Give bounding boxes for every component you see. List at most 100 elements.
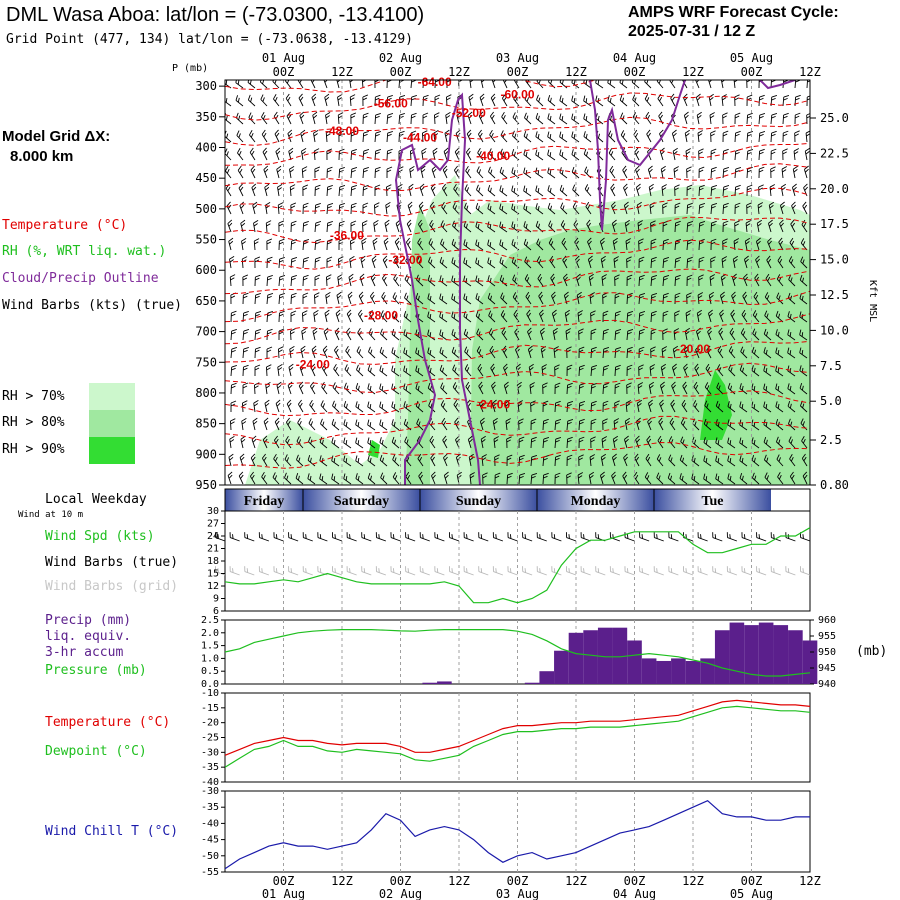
wind-barb-stroke — [307, 473, 316, 485]
wind-barb-stroke — [379, 437, 388, 449]
legend-precip-1: Precip (mm) — [45, 613, 132, 628]
legend-rh90: RH > 90% — [2, 442, 65, 457]
wind-barb — [278, 292, 285, 305]
wind-barb-stroke — [361, 238, 367, 251]
wind-barb-stroke — [487, 239, 496, 251]
wind-barb-stroke — [288, 147, 294, 161]
wind-barb-stroke — [405, 237, 412, 251]
temperature-contour-label: -64.00 — [418, 75, 452, 89]
bottom-date-label: 04 Aug — [613, 887, 656, 900]
wind-barb-stroke — [297, 417, 304, 431]
wind-barb — [302, 220, 309, 233]
wind-barb-stroke — [278, 275, 286, 287]
wind-barb-stroke — [277, 364, 283, 377]
wind-barb-stroke — [433, 130, 439, 143]
wind-barb — [254, 274, 261, 287]
wind-barb — [451, 257, 460, 269]
wind-barb-stroke — [439, 311, 448, 323]
wind-barb — [384, 219, 390, 233]
wind-barb — [297, 80, 304, 89]
wind-barb-stroke — [362, 184, 369, 197]
wind-barb-stroke — [230, 310, 237, 323]
precip-tick-label: 2.0 — [201, 628, 219, 639]
wind-barb — [502, 80, 508, 89]
wind-barb — [276, 381, 282, 395]
wind-barb-stroke — [368, 346, 376, 359]
wind-barb-stroke — [410, 112, 417, 125]
wind-barb — [467, 435, 473, 449]
wind-barb-stroke — [274, 417, 280, 431]
wind-barb — [301, 147, 307, 161]
wind-barb — [469, 472, 475, 485]
wind-barb — [403, 383, 412, 395]
wind-barb-stroke — [337, 93, 343, 107]
wind-barb-stroke — [487, 184, 496, 197]
top-time-axis: 00Z 12Z 00Z 12Z 00Z 12Z 00Z 12Z 00Z 12Z 01 Aug 02 A… — [262, 51, 821, 79]
wind-barb — [404, 274, 412, 287]
wind-barb — [300, 345, 306, 359]
wind-barb — [453, 165, 460, 179]
wind-barb — [394, 237, 400, 251]
forecast-cycle-value: 2025-07-31 / 12 Z — [628, 23, 756, 40]
wind-barb-stroke — [263, 165, 269, 179]
wind-barb — [277, 183, 283, 197]
wind-barb-stroke — [278, 220, 285, 233]
wind-barb — [356, 364, 364, 377]
wind-barb-stroke — [230, 328, 237, 341]
wind-barb-stroke — [326, 184, 333, 197]
wind-barb — [290, 238, 297, 251]
wind-barb-stroke — [309, 399, 316, 413]
wind-barb — [226, 201, 232, 215]
wind-barb-stroke — [230, 364, 237, 377]
temp-tick-label: -25 — [201, 733, 219, 744]
wind-barb — [468, 93, 474, 107]
wind-barb — [260, 94, 268, 107]
wind-barb-stroke — [286, 399, 292, 413]
wind-barb — [263, 417, 269, 431]
wind-barb — [290, 220, 297, 233]
wind-barb-stroke — [403, 310, 412, 323]
wind-barb-stroke — [373, 220, 379, 233]
wind-barb — [492, 417, 498, 431]
wind-barb-stroke — [489, 345, 496, 359]
wind-barb — [230, 382, 237, 395]
wind-barb-stroke — [226, 201, 232, 215]
wind-barb — [225, 166, 232, 179]
wind-barb — [296, 454, 304, 467]
wind-barb — [488, 148, 496, 161]
wind-barb-stroke — [227, 219, 233, 233]
wind-barb — [362, 94, 369, 107]
wind-barb-stroke — [374, 202, 380, 215]
wind-barb-stroke — [261, 129, 268, 143]
wind-speed-tick-label: 21 — [207, 544, 219, 555]
wind-barb-stroke — [273, 453, 280, 467]
wind-barb — [321, 363, 328, 377]
wind-barb-stroke — [325, 130, 332, 143]
wind-barb-stroke — [417, 237, 424, 251]
wind-barb-stroke — [284, 454, 292, 467]
wind-barb-stroke — [502, 80, 508, 89]
wind-barb — [277, 202, 284, 215]
wind-barb-stroke — [314, 292, 320, 305]
wind-barb-stroke — [331, 437, 340, 449]
wind-barb-stroke — [242, 346, 249, 359]
wind-barb-stroke — [290, 292, 297, 305]
wind-barb — [445, 112, 451, 125]
wind-barb-stroke — [410, 80, 418, 89]
wind-barb-stroke — [467, 111, 473, 125]
wind-barb — [331, 455, 340, 467]
wind-barb — [391, 365, 400, 377]
wind-barb — [386, 148, 393, 161]
wind-barb-stroke — [325, 292, 331, 305]
wind-barb — [230, 418, 236, 431]
bottom-hour-label: 12Z — [331, 874, 353, 888]
wind-barb-stroke — [488, 166, 496, 179]
wind-barb — [326, 256, 333, 269]
wind-barb — [404, 292, 412, 305]
wind-barb-stroke — [254, 311, 262, 323]
wind-barb-stroke — [409, 166, 415, 179]
wind-barb — [355, 401, 364, 413]
wind-barb-stroke — [393, 273, 400, 287]
wind-barb-stroke — [302, 310, 308, 323]
